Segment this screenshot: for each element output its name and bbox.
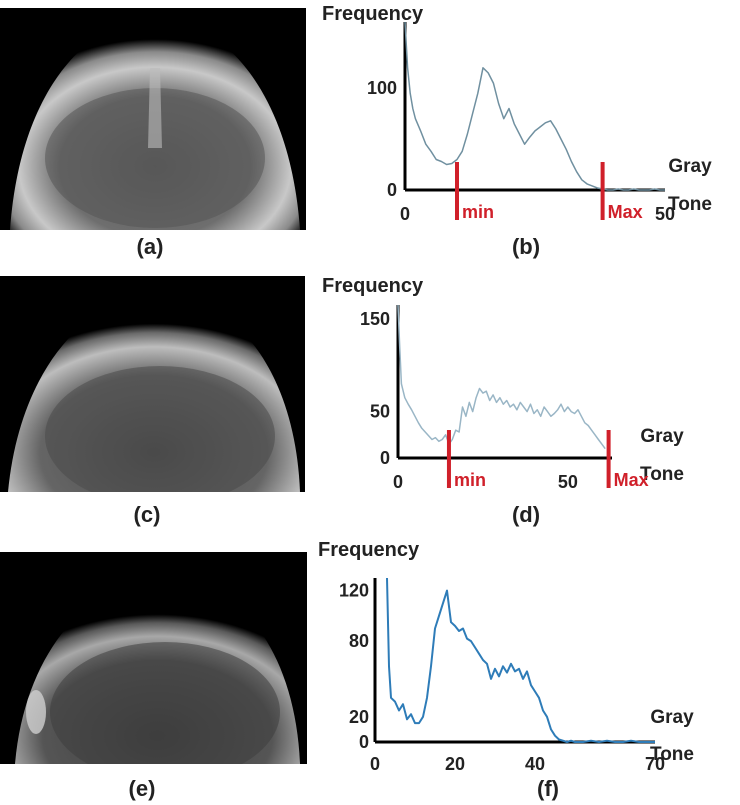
histogram-series-line [386,577,655,743]
y-tick-label: 20 [349,707,369,727]
panel-label-f: (f) [537,776,559,801]
marker-min-label: min [462,202,494,222]
scan-image-c [0,276,305,492]
histogram-series-line [404,21,665,191]
y-tick-label: 120 [339,581,369,601]
x-axis-title-line1: Gray [650,707,694,728]
x-tick-label: 40 [525,754,545,774]
y-tick-label: 100 [367,78,397,98]
x-axis-title-line1: Gray [668,156,712,177]
x-tick-label: 20 [445,754,465,774]
scan-image-a [0,8,306,230]
x-axis-title-line2: Tone [668,194,712,215]
x-tick-label: 0 [370,754,380,774]
y-axis-title: Frequency [322,3,424,25]
panel-label-e: (e) [128,776,156,801]
y-axis-title: Frequency [318,539,420,561]
y-tick-label: 0 [359,732,369,752]
y-axis-title: Frequency [322,275,424,297]
panel-label-d: (d) [511,502,541,527]
histogram-series-line [397,304,606,450]
panel-label-b: (b) [511,234,541,259]
histogram-d: Frequency Gray Tone 0 50 150 0 50 min Max [322,275,684,492]
marker-min-label: min [454,470,486,490]
x-tick-label: 70 [645,754,665,774]
x-tick-label: 0 [400,204,410,224]
y-tick-label: 0 [380,448,390,468]
y-tick-label: 0 [387,180,397,200]
y-tick-label: 80 [349,631,369,651]
x-tick-label: 0 [393,472,403,492]
marker-max-label: Max [614,470,649,490]
x-axis-title-line2: Tone [650,744,694,765]
y-tick-label: 50 [370,402,390,422]
x-axis-title-line2: Tone [640,464,684,485]
x-tick-label: 50 [558,472,578,492]
x-tick-label: 50 [655,204,675,224]
histogram-b: Frequency Gray Tone 0 100 0 50 min Max [322,3,712,224]
marker-max-label: Max [608,202,643,222]
x-axis-title-line1: Gray [640,426,684,447]
scan-image-e [0,552,307,764]
panel-label-c: (c) [133,502,161,527]
panel-label-a: (a) [136,234,164,259]
histogram-f: Frequency Gray Tone 0 20 80 120 0 20 40 70 [318,539,694,774]
y-tick-label: 150 [360,309,390,329]
